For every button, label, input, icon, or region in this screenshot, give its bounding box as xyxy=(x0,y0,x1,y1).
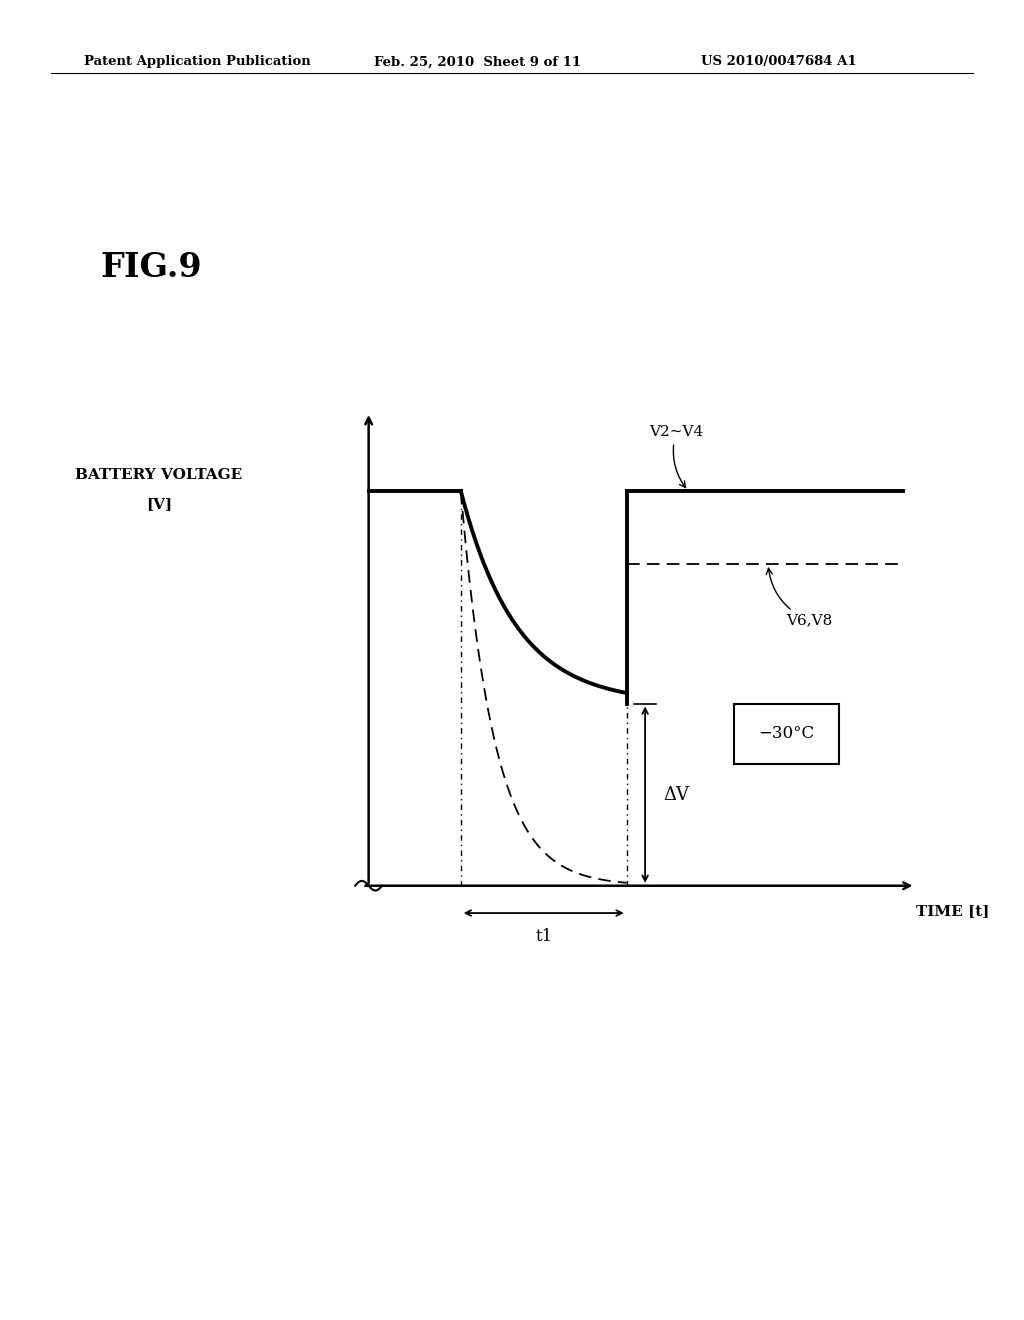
Text: −30°C: −30°C xyxy=(759,726,814,742)
Text: FIG.9: FIG.9 xyxy=(100,251,202,284)
Text: TIME [t]: TIME [t] xyxy=(916,904,990,917)
Text: Feb. 25, 2010  Sheet 9 of 11: Feb. 25, 2010 Sheet 9 of 11 xyxy=(374,55,581,69)
Text: t1: t1 xyxy=(536,928,552,945)
Text: ΔV: ΔV xyxy=(664,785,689,804)
Text: [V]: [V] xyxy=(145,498,172,511)
Text: V2∼V4: V2∼V4 xyxy=(649,425,702,487)
FancyBboxPatch shape xyxy=(734,704,839,764)
Text: BATTERY VOLTAGE: BATTERY VOLTAGE xyxy=(75,469,243,482)
Text: US 2010/0047684 A1: US 2010/0047684 A1 xyxy=(701,55,857,69)
Text: V6,V8: V6,V8 xyxy=(766,568,833,627)
Text: Patent Application Publication: Patent Application Publication xyxy=(84,55,310,69)
